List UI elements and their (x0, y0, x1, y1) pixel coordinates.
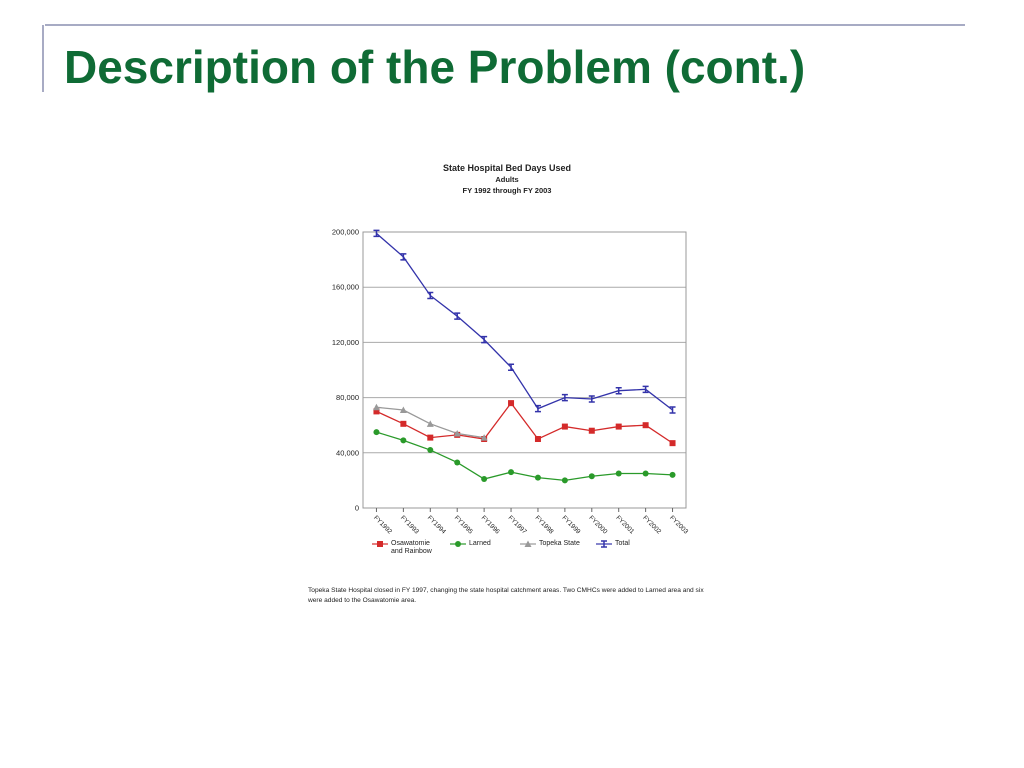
marker (588, 427, 595, 434)
marker (481, 335, 488, 344)
marker (642, 470, 649, 477)
x-tick-label: FY1993 (399, 514, 420, 535)
marker (615, 470, 622, 477)
legend: Osawatomie and Rainbow Larned Topeka State… (372, 540, 702, 570)
marker (642, 385, 649, 394)
series-line (376, 431, 673, 482)
marker (426, 420, 434, 427)
marker (534, 404, 541, 413)
marker (427, 291, 434, 300)
marker (669, 440, 676, 447)
marker (588, 473, 595, 480)
legend-swatch (450, 541, 466, 547)
marker (373, 229, 380, 238)
marker (561, 477, 568, 484)
marker (508, 469, 515, 476)
marker (400, 420, 407, 427)
marker (372, 403, 380, 411)
chart-subtitle: Adults (495, 175, 518, 184)
legend-label: Total (615, 540, 630, 547)
marker (400, 437, 407, 444)
marker (561, 393, 568, 402)
y-tick-label: 160,000 (332, 283, 359, 292)
y-tick-label: 80,000 (336, 393, 359, 402)
marker (373, 408, 380, 415)
x-tick-label: FY1992 (372, 514, 393, 535)
series-line (376, 232, 673, 411)
marker (534, 474, 541, 481)
legend-entry: Osawatomie and Rainbow (372, 540, 437, 556)
plot-frame (362, 231, 687, 509)
marker (427, 434, 434, 441)
legend-label: Topeka State (539, 540, 580, 547)
legend-entry: Total (596, 540, 661, 548)
legend-entry: Topeka State (520, 540, 585, 548)
marker (601, 540, 607, 548)
x-tick-label: FY1994 (426, 514, 447, 535)
marker (377, 541, 383, 547)
marker (400, 253, 407, 261)
marker (669, 471, 676, 478)
series-line (376, 402, 673, 444)
marker (427, 447, 434, 454)
legend-label: Osawatomie and Rainbow (391, 540, 432, 555)
marker (399, 406, 407, 414)
chart-title: State Hospital Bed Days Used (443, 163, 571, 173)
marker (669, 406, 676, 414)
marker (480, 434, 488, 441)
marker (373, 429, 380, 436)
marker (615, 386, 622, 395)
caption: Topeka State Hospital closed in FY 1997,… (308, 587, 704, 604)
x-tick-label: FY1998 (534, 514, 555, 535)
marker (561, 423, 568, 430)
y-tick-label: 40,000 (336, 448, 359, 457)
legend-swatch (596, 540, 612, 548)
x-tick-label: FY2002 (641, 514, 662, 535)
marker (588, 395, 595, 403)
marker (524, 540, 532, 547)
marker (454, 459, 461, 466)
x-tick-label: FY2001 (614, 514, 635, 535)
marker (534, 436, 541, 442)
x-tick-label: FY1999 (560, 514, 581, 535)
x-tick-label: FY1996 (480, 514, 501, 535)
y-tick-label: 120,000 (332, 338, 359, 347)
x-tick-label: FY1995 (453, 514, 474, 535)
y-tick-label: 200,000 (332, 228, 359, 237)
marker (454, 312, 461, 320)
slide-title: Description of the Problem (cont.) (64, 41, 806, 93)
x-tick-label: FY2000 (587, 514, 608, 535)
legend-entry: Larned (450, 540, 515, 548)
y-tick-label: 0 (355, 504, 359, 513)
marker (455, 541, 461, 547)
marker (615, 423, 622, 430)
marker (642, 422, 649, 429)
x-tick-label: FY2003 (668, 514, 689, 535)
x-tick-label: FY1997 (507, 514, 528, 535)
legend-swatch (372, 541, 388, 547)
marker (508, 400, 515, 407)
chart-subtitle: FY 1992 through FY 2003 (463, 186, 552, 195)
legend-swatch (520, 540, 536, 547)
marker (481, 476, 488, 483)
marker (508, 363, 515, 371)
marker (453, 429, 461, 437)
legend-label: Larned (469, 540, 491, 547)
